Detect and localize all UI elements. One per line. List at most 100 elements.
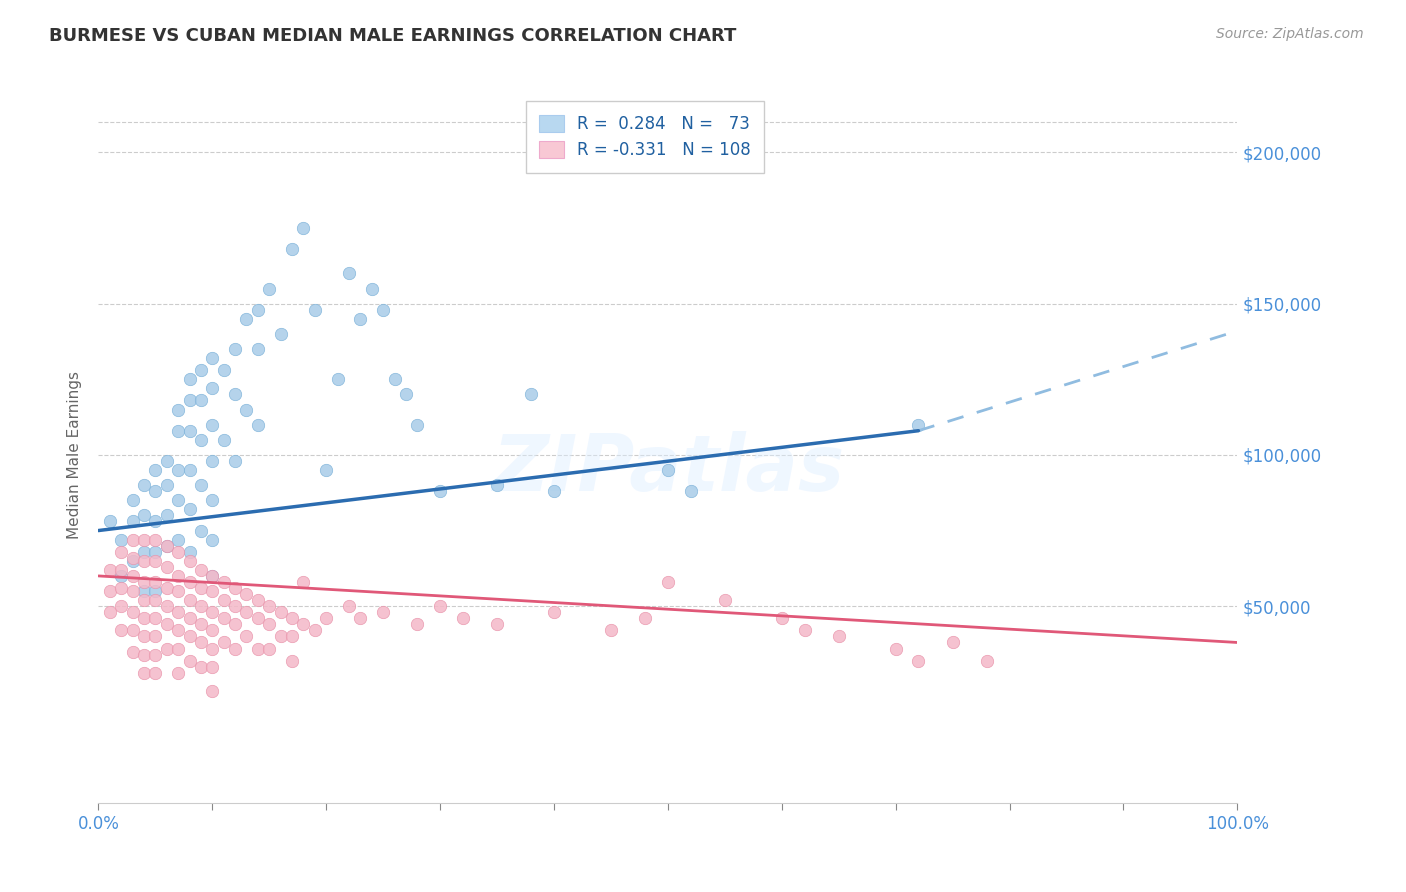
Point bbox=[600, 624, 623, 638]
Point bbox=[235, 629, 257, 643]
Point bbox=[315, 463, 337, 477]
Point bbox=[235, 587, 257, 601]
Point bbox=[132, 629, 155, 643]
Point bbox=[281, 242, 304, 256]
Point bbox=[201, 659, 224, 673]
Point bbox=[156, 641, 179, 656]
Point bbox=[190, 635, 212, 649]
Point bbox=[429, 484, 451, 499]
Point bbox=[543, 605, 565, 619]
Point bbox=[167, 641, 190, 656]
Point bbox=[132, 554, 155, 568]
Point bbox=[98, 605, 121, 619]
Point bbox=[190, 617, 212, 632]
Point bbox=[304, 302, 326, 317]
Point bbox=[190, 478, 212, 492]
Point bbox=[179, 554, 201, 568]
Point bbox=[167, 569, 190, 583]
Point bbox=[371, 605, 394, 619]
Point bbox=[190, 363, 212, 377]
Point bbox=[543, 484, 565, 499]
Point bbox=[224, 342, 246, 356]
Point bbox=[224, 581, 246, 595]
Point bbox=[179, 545, 201, 559]
Point bbox=[246, 641, 269, 656]
Point bbox=[337, 267, 360, 281]
Point bbox=[349, 611, 371, 625]
Point bbox=[201, 351, 224, 365]
Point bbox=[167, 584, 190, 599]
Point bbox=[145, 574, 167, 589]
Point bbox=[884, 641, 907, 656]
Point bbox=[190, 581, 212, 595]
Point bbox=[201, 417, 224, 432]
Point bbox=[121, 550, 143, 565]
Point bbox=[110, 581, 132, 595]
Point bbox=[132, 545, 155, 559]
Point bbox=[212, 433, 235, 447]
Point bbox=[907, 654, 929, 668]
Point bbox=[132, 593, 155, 607]
Text: BURMESE VS CUBAN MEDIAN MALE EARNINGS CORRELATION CHART: BURMESE VS CUBAN MEDIAN MALE EARNINGS CO… bbox=[49, 27, 737, 45]
Point bbox=[201, 684, 224, 698]
Text: ZIPatlas: ZIPatlas bbox=[492, 431, 844, 507]
Point bbox=[714, 593, 737, 607]
Point bbox=[395, 387, 418, 401]
Point bbox=[110, 624, 132, 638]
Point bbox=[145, 665, 167, 680]
Point bbox=[190, 563, 212, 577]
Point bbox=[145, 629, 167, 643]
Point bbox=[156, 581, 179, 595]
Point bbox=[384, 372, 406, 386]
Point bbox=[167, 463, 190, 477]
Point bbox=[371, 302, 394, 317]
Point bbox=[156, 599, 179, 614]
Point bbox=[156, 539, 179, 553]
Point bbox=[406, 417, 429, 432]
Point bbox=[259, 599, 281, 614]
Point bbox=[132, 533, 155, 547]
Point bbox=[270, 629, 292, 643]
Point bbox=[212, 593, 235, 607]
Point bbox=[110, 569, 132, 583]
Legend: R =  0.284   N =   73, R = -0.331   N = 108: R = 0.284 N = 73, R = -0.331 N = 108 bbox=[526, 102, 765, 173]
Point bbox=[259, 641, 281, 656]
Point bbox=[292, 617, 315, 632]
Point bbox=[281, 611, 304, 625]
Point bbox=[179, 611, 201, 625]
Point bbox=[121, 493, 143, 508]
Point bbox=[486, 617, 509, 632]
Point bbox=[145, 545, 167, 559]
Point bbox=[201, 533, 224, 547]
Point bbox=[145, 515, 167, 529]
Point bbox=[224, 599, 246, 614]
Point bbox=[132, 478, 155, 492]
Point bbox=[156, 508, 179, 523]
Point bbox=[326, 372, 349, 386]
Point bbox=[360, 281, 382, 295]
Point bbox=[224, 387, 246, 401]
Point bbox=[121, 605, 143, 619]
Point bbox=[451, 611, 474, 625]
Point bbox=[132, 508, 155, 523]
Point bbox=[281, 629, 304, 643]
Point bbox=[98, 515, 121, 529]
Point bbox=[292, 221, 315, 235]
Point bbox=[520, 387, 543, 401]
Point bbox=[270, 605, 292, 619]
Point bbox=[201, 569, 224, 583]
Point bbox=[429, 599, 451, 614]
Point bbox=[235, 402, 257, 417]
Point bbox=[121, 515, 143, 529]
Point bbox=[156, 454, 179, 468]
Point bbox=[145, 584, 167, 599]
Point bbox=[201, 624, 224, 638]
Point bbox=[110, 599, 132, 614]
Point bbox=[179, 574, 201, 589]
Point bbox=[292, 574, 315, 589]
Point bbox=[145, 463, 167, 477]
Point bbox=[212, 611, 235, 625]
Point bbox=[212, 363, 235, 377]
Point bbox=[167, 493, 190, 508]
Point bbox=[634, 611, 657, 625]
